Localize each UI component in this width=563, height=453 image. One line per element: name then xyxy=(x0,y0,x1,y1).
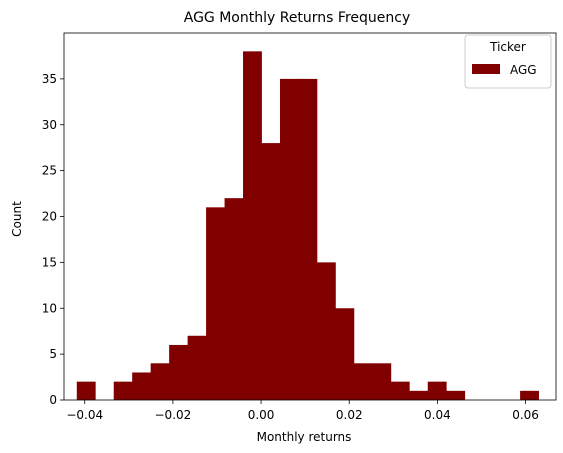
y-tick-label: 25 xyxy=(42,164,57,178)
y-axis-ticks: 0 5 10 15 20 25 30 35 xyxy=(42,72,64,407)
x-tick-label: −0.04 xyxy=(66,408,103,422)
x-tick-label: −0.02 xyxy=(155,408,192,422)
histogram-bar xyxy=(279,78,299,401)
legend: Ticker AGG xyxy=(464,34,552,89)
histogram-bar xyxy=(169,344,189,400)
histogram-bar xyxy=(298,78,318,401)
histogram-bar xyxy=(261,143,281,400)
histogram-bar xyxy=(243,51,262,400)
histogram-bar xyxy=(520,390,539,400)
histogram-bar xyxy=(150,363,170,400)
histogram-bar xyxy=(409,390,429,400)
bars-group xyxy=(76,51,539,401)
legend-box xyxy=(464,34,552,89)
y-tick-label: 20 xyxy=(42,210,57,224)
legend-swatch xyxy=(472,64,500,74)
x-tick-label: 0.00 xyxy=(248,408,275,422)
x-axis-ticks: −0.04 −0.02 0.00 0.02 0.04 0.06 xyxy=(66,400,539,422)
histogram-bar xyxy=(353,363,373,400)
y-axis-label: Count xyxy=(10,201,24,237)
x-tick-label: 0.06 xyxy=(512,408,539,422)
histogram-bar xyxy=(224,198,244,400)
y-tick-label: 5 xyxy=(49,347,57,361)
histogram-bar xyxy=(427,381,447,400)
histogram-bar xyxy=(113,381,133,400)
y-tick-label: 30 xyxy=(42,118,57,132)
y-tick-label: 10 xyxy=(42,301,57,315)
y-tick-label: 0 xyxy=(49,393,57,407)
y-tick-label: 15 xyxy=(42,255,57,269)
histogram-bar xyxy=(390,381,410,400)
histogram-bar xyxy=(206,207,225,400)
histogram-bar xyxy=(187,335,207,400)
chart-title: AGG Monthly Returns Frequency xyxy=(184,10,411,26)
x-axis-label: Monthly returns xyxy=(257,430,352,444)
histogram-bar xyxy=(446,390,466,400)
y-tick-label: 35 xyxy=(42,72,57,86)
histogram-bar xyxy=(132,372,152,400)
histogram-bar xyxy=(76,381,96,400)
x-tick-label: 0.04 xyxy=(424,408,451,422)
histogram-bar xyxy=(372,363,392,400)
histogram-bar xyxy=(335,308,355,400)
legend-title: Ticker xyxy=(489,40,526,54)
x-tick-label: 0.02 xyxy=(336,408,363,422)
legend-label: AGG xyxy=(510,63,537,77)
histogram-bar xyxy=(316,262,336,401)
